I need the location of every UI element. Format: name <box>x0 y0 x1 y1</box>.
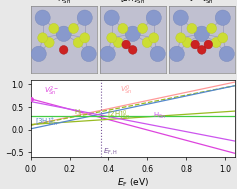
Y-axis label: $\Delta H$ (eV): $\Delta H$ (eV) <box>0 101 2 136</box>
Circle shape <box>100 46 115 62</box>
Circle shape <box>191 40 200 49</box>
Circle shape <box>169 46 184 62</box>
Text: $E_{\rm F,H}$: $E_{\rm F,H}$ <box>103 146 118 156</box>
Circle shape <box>44 37 54 47</box>
Circle shape <box>149 33 159 43</box>
Title: $[\rm 2H]_{Sn}^{0}$: $[\rm 2H]_{Sn}^{0}$ <box>120 0 145 6</box>
Circle shape <box>69 23 78 33</box>
Circle shape <box>73 37 83 47</box>
Title: $\rm H_{Sn}^{0}$: $\rm H_{Sn}^{0}$ <box>57 0 71 6</box>
Circle shape <box>35 10 50 26</box>
Circle shape <box>150 46 165 62</box>
Circle shape <box>197 46 206 54</box>
Circle shape <box>56 26 71 42</box>
Circle shape <box>219 46 234 62</box>
Circle shape <box>215 10 230 26</box>
Circle shape <box>38 33 48 43</box>
Circle shape <box>194 26 209 42</box>
Circle shape <box>138 23 147 33</box>
X-axis label: $E_{\rm F}$ (eV): $E_{\rm F}$ (eV) <box>117 176 149 189</box>
Circle shape <box>128 46 137 54</box>
Circle shape <box>187 23 197 33</box>
Circle shape <box>77 10 92 26</box>
Circle shape <box>142 37 152 47</box>
Text: $\rm H_i$: $\rm H_i$ <box>73 108 82 118</box>
Circle shape <box>59 46 68 54</box>
Circle shape <box>218 33 228 43</box>
Text: $[\rm 2H]_{\rm Sn}^{0}$: $[\rm 2H]_{\rm Sn}^{0}$ <box>106 108 130 122</box>
Circle shape <box>182 37 192 47</box>
Circle shape <box>207 23 217 33</box>
Circle shape <box>80 33 90 43</box>
Circle shape <box>173 10 188 26</box>
Circle shape <box>146 10 161 26</box>
Circle shape <box>81 46 96 62</box>
Circle shape <box>176 33 186 43</box>
Circle shape <box>211 37 221 47</box>
Circle shape <box>125 26 140 42</box>
Circle shape <box>122 40 130 49</box>
Circle shape <box>204 40 213 49</box>
Text: $V_{\rm Sn}^{2-}$: $V_{\rm Sn}^{2-}$ <box>44 85 59 98</box>
Circle shape <box>118 23 128 33</box>
Circle shape <box>107 33 117 43</box>
Circle shape <box>113 37 123 47</box>
Circle shape <box>104 10 119 26</box>
Circle shape <box>49 23 59 33</box>
Text: $\rm H_{\rm Sn}$: $\rm H_{\rm Sn}$ <box>153 111 166 121</box>
Title: $[\rm 3H]_{Sn}^{+}$: $[\rm 3H]_{Sn}^{+}$ <box>189 0 214 6</box>
Text: $[\rm 3H]_{\rm Sn}^{+}$: $[\rm 3H]_{\rm Sn}^{+}$ <box>35 115 58 128</box>
Circle shape <box>31 46 46 62</box>
Text: $V_{\rm Sn}^{0}$: $V_{\rm Sn}^{0}$ <box>120 83 133 97</box>
